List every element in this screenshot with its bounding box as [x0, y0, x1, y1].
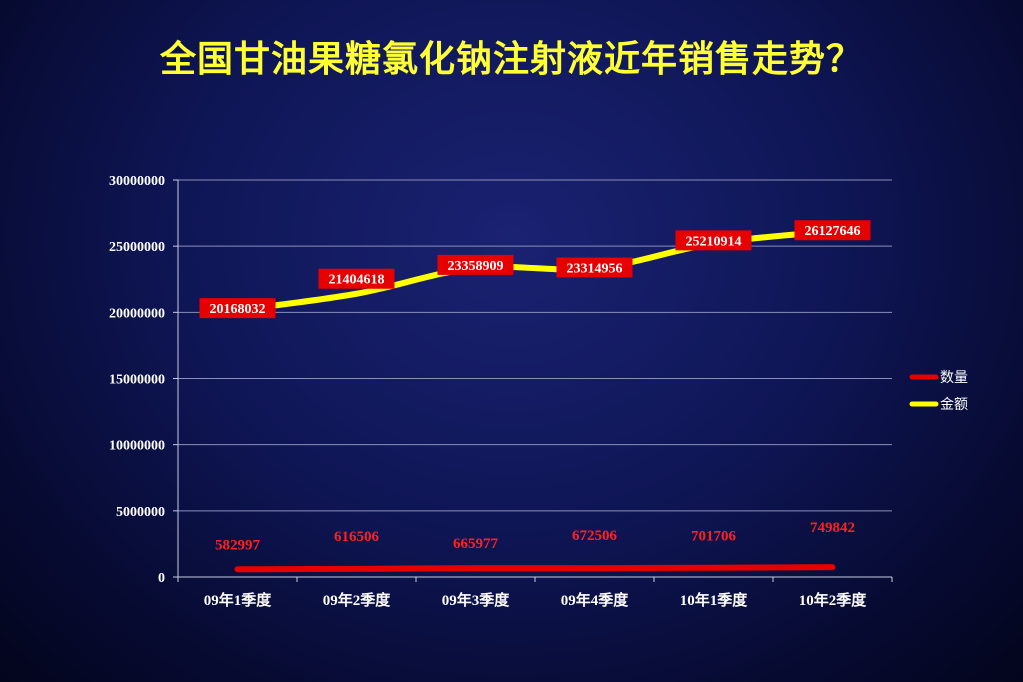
data-label: 665977: [453, 536, 499, 552]
x-tick-label: 09年4季度: [561, 591, 630, 609]
data-label: 21404618: [329, 273, 385, 288]
data-label-box: [199, 298, 276, 319]
x-tick-label: 09年1季度: [204, 591, 273, 609]
y-tick-label: 15000000: [109, 373, 165, 388]
data-label: 582997: [215, 537, 261, 553]
data-label-box: [437, 254, 514, 275]
data-label: 23314956: [567, 261, 623, 276]
data-label: 616506: [334, 529, 380, 545]
data-label: 20168032: [210, 302, 266, 317]
data-label: 26127646: [805, 224, 861, 239]
x-tick-label: 09年2季度: [323, 591, 392, 609]
data-label: 749842: [810, 520, 855, 536]
legend-entry: 金额: [940, 397, 968, 413]
grid-lines: [178, 179, 892, 512]
legend-entry: 数量: [940, 370, 968, 386]
x-tick-label: 10年1季度: [680, 591, 749, 609]
data-label: 23358909: [448, 259, 504, 274]
data-label-box: [675, 230, 752, 251]
y-tick-label: 25000000: [109, 240, 165, 255]
y-tick-label: 20000000: [109, 306, 165, 321]
y-tick-label: 30000000: [109, 174, 165, 189]
series-line-quantity: [234, 564, 836, 573]
axes: 0 5000000 10000000 15000000 20000000 25000000…: [109, 174, 893, 609]
data-label: 672506: [572, 528, 618, 544]
y-tick-label: 10000000: [109, 439, 165, 454]
data-label-box: [556, 257, 633, 278]
y-tick-label: 5000000: [116, 505, 165, 520]
data-label: 701706: [691, 529, 737, 545]
data-label: 25210914: [686, 234, 742, 249]
slide-title: 全国甘油果糖氯化钠注射液近年销售走势？: [159, 39, 863, 80]
data-label-box: [794, 220, 871, 241]
x-tick-label: 10年2季度: [799, 591, 868, 609]
data-label-box: [318, 268, 395, 289]
data-labels: 582997 616506 665977 672506 701706 749842 2016…: [199, 220, 871, 553]
y-tick-label: 0: [158, 571, 165, 586]
x-tick-label: 09年3季度: [442, 591, 511, 609]
